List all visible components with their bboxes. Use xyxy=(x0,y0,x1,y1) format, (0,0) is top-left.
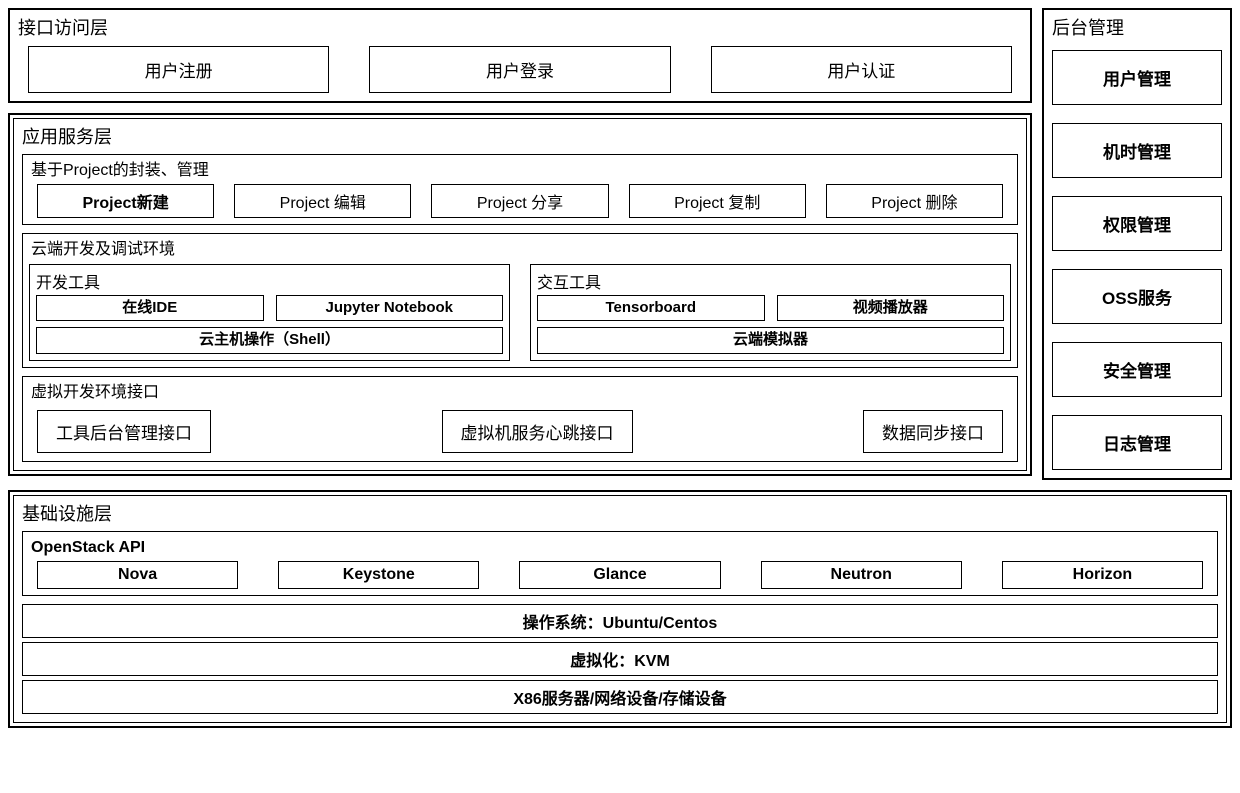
left-column: 接口访问层 用户注册 用户登录 用户认证 应用服务层 基于Project的封装、… xyxy=(8,8,1032,480)
virt-heartbeat: 虚拟机服务心跳接口 xyxy=(442,410,633,453)
app-layer-title: 应用服务层 xyxy=(22,127,1018,149)
openstack-neutron: Neutron xyxy=(761,561,962,589)
openstack-horizon: Horizon xyxy=(1002,561,1203,589)
openstack-title: OpenStack API xyxy=(29,538,1211,557)
access-item-auth: 用户认证 xyxy=(711,46,1012,93)
openstack-nova: Nova xyxy=(37,561,238,589)
bottom-section: 基础设施层 OpenStack API Nova Keystone Glance… xyxy=(8,490,1232,729)
project-delete: Project 删除 xyxy=(826,184,1003,218)
dev-tool-jupyter: Jupyter Notebook xyxy=(276,295,504,322)
infra-virt: 虚拟化：KVM xyxy=(22,642,1218,676)
virtual-env-row: 工具后台管理接口 虚拟机服务心跳接口 数据同步接口 xyxy=(29,406,1011,455)
infra-layer-panel: 基础设施层 OpenStack API Nova Keystone Glance… xyxy=(13,495,1227,724)
virtual-env-section: 虚拟开发环境接口 工具后台管理接口 虚拟机服务心跳接口 数据同步接口 xyxy=(22,376,1018,462)
infra-stack: 操作系统：Ubuntu/Centos 虚拟化：KVM X86服务器/网络设备/存… xyxy=(22,604,1218,714)
interact-tool-tensorboard: Tensorboard xyxy=(537,295,765,322)
dev-tools-row2: 云主机操作（Shell） xyxy=(36,327,503,354)
project-share: Project 分享 xyxy=(431,184,608,218)
openstack-section: OpenStack API Nova Keystone Glance Neutr… xyxy=(22,531,1218,596)
access-item-register: 用户注册 xyxy=(28,46,329,93)
interact-tools-group: 交互工具 Tensorboard 视频播放器 云端模拟器 xyxy=(530,264,1011,361)
access-layer-panel: 接口访问层 用户注册 用户登录 用户认证 xyxy=(8,8,1032,103)
virt-data-sync: 数据同步接口 xyxy=(863,410,1003,453)
admin-item-time: 机时管理 xyxy=(1052,123,1222,178)
admin-item-log: 日志管理 xyxy=(1052,415,1222,470)
infra-layer-outer: 基础设施层 OpenStack API Nova Keystone Glance… xyxy=(8,490,1232,729)
admin-panel: 后台管理 用户管理 机时管理 权限管理 OSS服务 安全管理 日志管理 xyxy=(1042,8,1232,480)
admin-panel-title: 后台管理 xyxy=(1052,18,1222,40)
infra-layer-title: 基础设施层 xyxy=(22,504,1218,526)
right-column: 后台管理 用户管理 机时管理 权限管理 OSS服务 安全管理 日志管理 xyxy=(1042,8,1232,480)
access-item-login: 用户登录 xyxy=(369,46,670,93)
project-section: 基于Project的封装、管理 Project新建 Project 编辑 Pro… xyxy=(22,154,1018,225)
project-new: Project新建 xyxy=(37,184,214,218)
interact-tools-row2: 云端模拟器 xyxy=(537,327,1004,354)
infra-hardware: X86服务器/网络设备/存储设备 xyxy=(22,680,1218,714)
dev-tools-group: 开发工具 在线IDE Jupyter Notebook 云主机操作（Shell） xyxy=(29,264,510,361)
cloud-dev-title: 云端开发及调试环境 xyxy=(29,240,1011,259)
dev-tools-title: 开发工具 xyxy=(36,269,503,293)
interact-tools-title: 交互工具 xyxy=(537,269,1004,293)
main-container: 接口访问层 用户注册 用户登录 用户认证 应用服务层 基于Project的封装、… xyxy=(8,8,1232,480)
openstack-glance: Glance xyxy=(519,561,720,589)
cloud-dev-section: 云端开发及调试环境 开发工具 在线IDE Jupyter Notebook 云主… xyxy=(22,233,1018,367)
openstack-keystone: Keystone xyxy=(278,561,479,589)
access-row: 用户注册 用户登录 用户认证 xyxy=(18,46,1022,93)
app-layer-panel: 应用服务层 基于Project的封装、管理 Project新建 Project … xyxy=(13,118,1027,471)
project-copy: Project 复制 xyxy=(629,184,806,218)
project-row: Project新建 Project 编辑 Project 分享 Project … xyxy=(29,184,1011,218)
openstack-row: Nova Keystone Glance Neutron Horizon xyxy=(29,561,1211,589)
tool-columns: 开发工具 在线IDE Jupyter Notebook 云主机操作（Shell）… xyxy=(29,264,1011,361)
dev-tools-row1: 在线IDE Jupyter Notebook xyxy=(36,295,503,322)
project-section-title: 基于Project的封装、管理 xyxy=(29,161,1011,180)
virtual-env-title: 虚拟开发环境接口 xyxy=(29,383,1011,402)
admin-item-user: 用户管理 xyxy=(1052,50,1222,105)
interact-tools-row1: Tensorboard 视频播放器 xyxy=(537,295,1004,322)
interact-tool-simulator: 云端模拟器 xyxy=(537,327,1004,354)
project-edit: Project 编辑 xyxy=(234,184,411,218)
admin-list: 用户管理 机时管理 权限管理 OSS服务 安全管理 日志管理 xyxy=(1052,50,1222,470)
admin-item-oss: OSS服务 xyxy=(1052,269,1222,324)
app-layer-outer: 应用服务层 基于Project的封装、管理 Project新建 Project … xyxy=(8,113,1032,476)
admin-item-security: 安全管理 xyxy=(1052,342,1222,397)
access-layer-title: 接口访问层 xyxy=(18,18,1022,40)
virt-tool-admin: 工具后台管理接口 xyxy=(37,410,211,453)
interact-tool-video: 视频播放器 xyxy=(777,295,1005,322)
admin-item-permission: 权限管理 xyxy=(1052,196,1222,251)
infra-os: 操作系统：Ubuntu/Centos xyxy=(22,604,1218,638)
dev-tool-shell: 云主机操作（Shell） xyxy=(36,327,503,354)
dev-tool-ide: 在线IDE xyxy=(36,295,264,322)
